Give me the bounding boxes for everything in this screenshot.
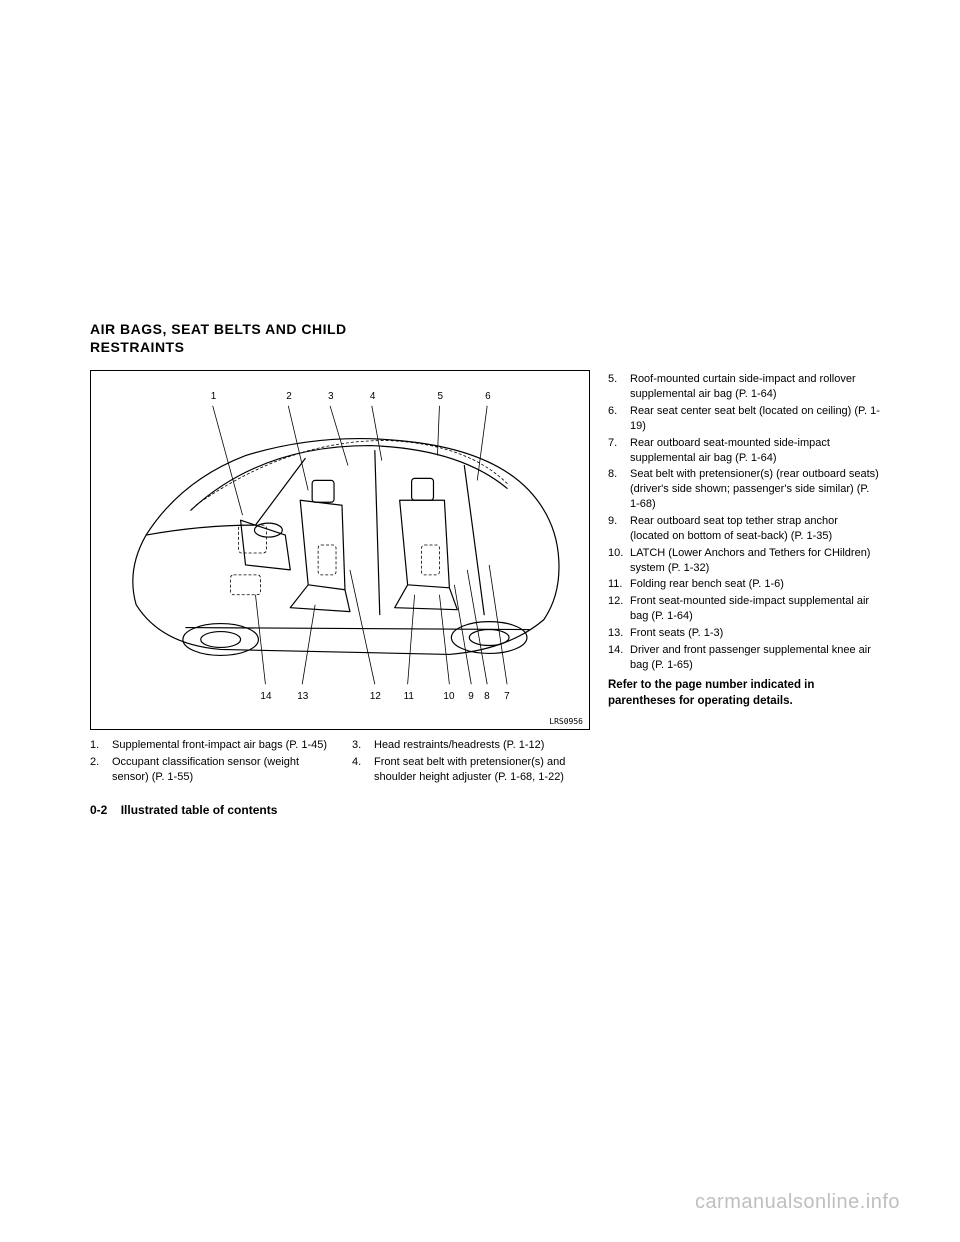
- list-item: 1.Supplemental front-impact air bags (P.…: [90, 738, 328, 753]
- callout-12: 12: [370, 692, 382, 703]
- list-item: 11.Folding rear bench seat (P. 1-6): [608, 577, 880, 592]
- bottom-item-columns: 1.Supplemental front-impact air bags (P.…: [90, 738, 880, 787]
- footer-title: Illustrated table of contents: [121, 803, 278, 817]
- bottom-col-left: 1.Supplemental front-impact air bags (P.…: [90, 738, 328, 787]
- watermark: carmanualsonline.info: [695, 1191, 900, 1214]
- vehicle-diagram: 1 2 3 4 5 6: [90, 370, 590, 730]
- list-item: 3.Head restraints/headrests (P. 1-12): [352, 738, 590, 753]
- right-item-list: 5.Roof-mounted curtain side-impact and r…: [608, 370, 880, 709]
- list-item: 12.Front seat-mounted side-impact supple…: [608, 594, 880, 624]
- list-item: 6.Rear seat center seat belt (located on…: [608, 404, 880, 434]
- list-item: 7.Rear outboard seat-mounted side-impact…: [608, 436, 880, 466]
- bottom-col-mid: 3.Head restraints/headrests (P. 1-12) 4.…: [352, 738, 590, 787]
- callout-11: 11: [404, 692, 415, 703]
- manual-page: AIR BAGS, SEAT BELTS AND CHILD RESTRAINT…: [90, 320, 880, 817]
- page-footer: 0-2 Illustrated table of contents: [90, 803, 880, 817]
- callout-4: 4: [370, 391, 376, 402]
- list-item: 8.Seat belt with pretensioner(s) (rear o…: [608, 467, 880, 512]
- refer-note: Refer to the page number indicated in pa…: [608, 678, 880, 709]
- vehicle-svg: 1 2 3 4 5 6: [91, 371, 589, 729]
- section-title: AIR BAGS, SEAT BELTS AND CHILD RESTRAINT…: [90, 320, 880, 356]
- page-number: 0-2: [90, 803, 107, 817]
- callout-14: 14: [260, 692, 272, 703]
- callout-9: 9: [468, 692, 474, 703]
- list-item: 14.Driver and front passenger supplement…: [608, 643, 880, 673]
- content-row: 1 2 3 4 5 6: [90, 370, 880, 730]
- list-item: 5.Roof-mounted curtain side-impact and r…: [608, 372, 880, 402]
- callout-2: 2: [286, 391, 292, 402]
- list-item: 4.Front seat belt with pretensioner(s) a…: [352, 755, 590, 785]
- callout-7: 7: [504, 692, 510, 703]
- callout-10: 10: [443, 692, 455, 703]
- callout-6: 6: [485, 391, 491, 402]
- list-item: 13.Front seats (P. 1-3): [608, 626, 880, 641]
- figure-id: LRS0956: [549, 717, 583, 726]
- callout-5: 5: [437, 391, 443, 402]
- list-item: 2.Occupant classification sensor (weight…: [90, 755, 328, 785]
- callout-13: 13: [297, 692, 309, 703]
- callout-1: 1: [211, 391, 217, 402]
- list-item: 10.LATCH (Lower Anchors and Tethers for …: [608, 546, 880, 576]
- section-title-line1: AIR BAGS, SEAT BELTS AND CHILD: [90, 321, 347, 337]
- list-item: 9.Rear outboard seat top tether strap an…: [608, 514, 880, 544]
- callout-3: 3: [328, 391, 334, 402]
- callout-8: 8: [484, 692, 490, 703]
- section-title-line2: RESTRAINTS: [90, 339, 184, 355]
